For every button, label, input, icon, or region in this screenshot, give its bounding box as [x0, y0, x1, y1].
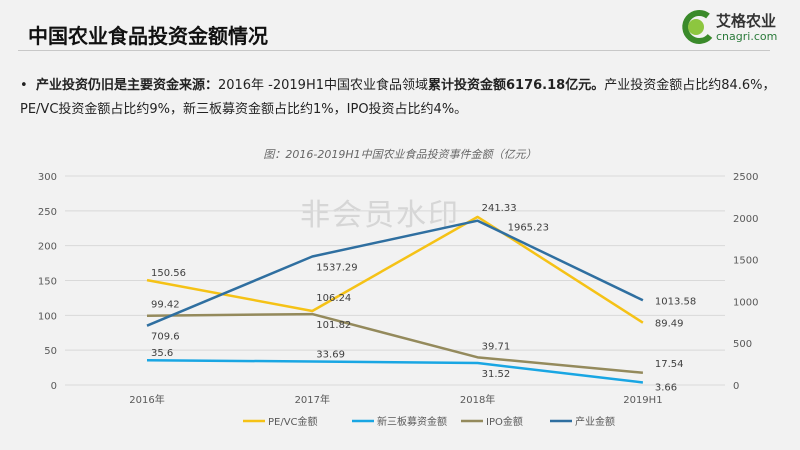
series-line [146, 358, 644, 384]
series-line [146, 215, 644, 324]
right-axis-tick: 500 [733, 339, 752, 350]
bullet-text1: 2016年 -2019H1中国农业食品领域 [217, 78, 428, 93]
watermark: 非会员水印 [300, 198, 460, 233]
right-axis-tick: 1500 [733, 256, 758, 267]
legend-item: 产业金额 [575, 415, 615, 428]
data-label: 709.6 [151, 332, 180, 343]
data-label: 33.69 [316, 350, 345, 361]
left-axis-tick: 50 [44, 346, 57, 357]
right-axis-tick: 0 [733, 381, 739, 392]
legend-item: 新三板募资金额 [377, 415, 447, 428]
bullet-dot: • [20, 78, 36, 93]
logo-name: 艾格农业 [716, 12, 777, 30]
bullet-text3: 产业投资金额占比约84.6%，PE/VC投资金额占比约9%，新三板募资金额占比约… [20, 78, 776, 117]
left-axis-tick: 150 [38, 277, 57, 288]
data-label: 99.42 [151, 300, 180, 311]
brand-logo: 艾格农业 cnagri.com [680, 8, 792, 48]
left-axis-tick: 100 [38, 311, 57, 322]
x-axis-tick: 2018年 [460, 393, 495, 406]
data-label: 89.49 [655, 319, 684, 330]
x-axis-tick: 2019H1 [623, 395, 662, 406]
chart-title: 图：2016-2019H1中国农业食品投资事件金额（亿元） [263, 148, 537, 161]
left-axis-tick: 250 [38, 207, 57, 218]
data-label: 150.56 [151, 268, 186, 279]
left-axis-tick: 300 [38, 172, 57, 183]
page-title: 中国农业食品投资金额情况 [28, 24, 268, 48]
series-line [146, 312, 644, 375]
series-line [146, 219, 644, 327]
bullet-lead: 产业投资仍旧是主要资金来源： [35, 78, 218, 93]
title-divider [18, 50, 770, 51]
right-axis-tick: 1000 [733, 297, 758, 308]
data-label: 1965.23 [508, 223, 549, 234]
logo-icon [682, 9, 713, 44]
left-axis-tick: 200 [38, 242, 57, 253]
data-label: 1537.29 [316, 262, 357, 273]
bullet-total: 累计投资金额6176.18亿元。 [428, 78, 605, 93]
data-label: 35.6 [151, 348, 173, 359]
right-axis-tick: 2000 [733, 214, 758, 225]
data-label: 3.66 [655, 382, 677, 393]
summary-bullet: • 产业投资仍旧是主要资金来源：2016年 -2019H1中国农业食品领域累计投… [20, 74, 790, 122]
data-label: 31.52 [482, 369, 511, 380]
x-axis-tick: 2017年 [295, 393, 330, 406]
data-label: 101.82 [316, 320, 351, 331]
right-axis-tick: 2500 [733, 172, 758, 183]
legend-item: IPO金额 [486, 415, 523, 428]
legend-item: PE/VC金额 [268, 415, 318, 428]
data-label: 106.24 [316, 293, 351, 304]
data-label: 241.33 [482, 203, 517, 214]
logo-url: cnagri.com [716, 30, 778, 43]
x-axis-tick: 2016年 [129, 393, 164, 406]
data-label: 39.71 [482, 341, 511, 352]
data-label: 1013.58 [655, 296, 696, 307]
data-label: 17.54 [655, 359, 684, 370]
left-axis-tick: 0 [51, 381, 57, 392]
